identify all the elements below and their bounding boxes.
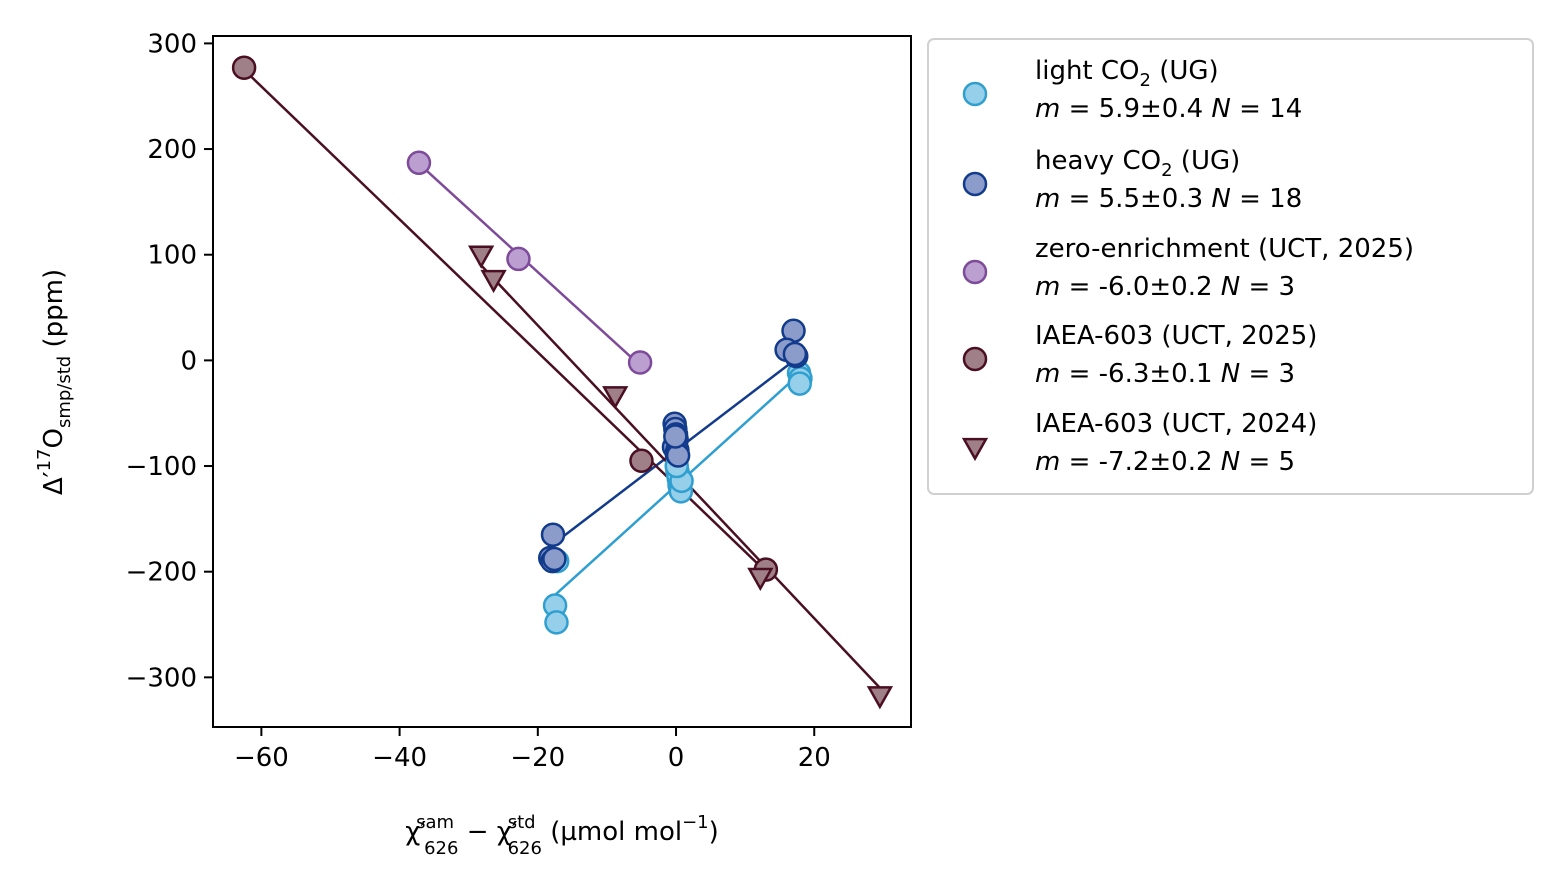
iaea2025-point bbox=[231, 55, 257, 80]
legend-entry-zero: zero-enrichment (UCT, 2025) m = -6.0±0.2 … bbox=[962, 234, 1414, 302]
legend-entry-iaea2024: IAEA-603 (UCT, 2024) m = -7.2±0.2 N = 5 bbox=[961, 409, 1317, 477]
legend-marker-iaea2025 bbox=[962, 346, 988, 372]
heavy-point bbox=[782, 341, 808, 367]
legend-marker-zero bbox=[962, 259, 988, 285]
x-tick-label: −40 bbox=[372, 743, 427, 773]
x-tick-label: 0 bbox=[668, 743, 685, 773]
zero-point bbox=[406, 150, 432, 176]
iaea2025-point bbox=[629, 448, 654, 473]
y-tick-label: −100 bbox=[126, 452, 197, 482]
legend-label-light: light CO2 (UG) bbox=[1035, 56, 1219, 91]
heavy-point bbox=[663, 424, 688, 449]
x-tick-label: −60 bbox=[234, 743, 289, 773]
legend-marker-light bbox=[962, 81, 988, 107]
legend-entry-heavy: heavy CO2 (UG)m = 5.5±0.3 N = 18 bbox=[962, 146, 1302, 214]
y-tick-label: 100 bbox=[147, 241, 197, 271]
y-tick-label: −200 bbox=[126, 558, 197, 588]
legend-entry-iaea2025: IAEA-603 (UCT, 2025) m = -6.3±0.1 N = 3 bbox=[962, 321, 1317, 389]
iaea2024-point bbox=[747, 567, 774, 592]
light-point bbox=[787, 371, 812, 396]
y-tick-label: −300 bbox=[126, 663, 197, 693]
legend-box bbox=[927, 38, 1534, 495]
iaea2024-point bbox=[480, 269, 507, 294]
y-tick-label: 200 bbox=[147, 135, 197, 165]
light-point bbox=[544, 610, 569, 635]
iaea2024-point bbox=[866, 686, 894, 710]
zero-point bbox=[506, 246, 531, 272]
legend-label-iaea2025: IAEA-603 (UCT, 2025) bbox=[1035, 321, 1317, 351]
y-axis-label: Δ′17Osmp/std (ppm) bbox=[34, 269, 75, 495]
y-axis-ticks: 300 200 100 0 −100 −200 −300 bbox=[126, 29, 213, 693]
data-points bbox=[231, 55, 894, 710]
y-tick-label: 300 bbox=[147, 29, 197, 59]
iaea2024-point bbox=[602, 386, 629, 410]
plot-frame bbox=[212, 35, 912, 728]
legend-marker-heavy bbox=[962, 171, 988, 197]
x-axis-label: χ′sam 626 − χ′std 626 (µmol mol−1) bbox=[405, 812, 719, 859]
legend-stats-iaea2024: m = -7.2±0.2 N = 5 bbox=[1035, 447, 1295, 477]
legend-stats-heavy: m = 5.5±0.3 N = 18 bbox=[1035, 184, 1302, 214]
heavy-point bbox=[540, 522, 566, 547]
x-tick-label: −20 bbox=[510, 743, 565, 773]
legend-label-iaea2024: IAEA-603 (UCT, 2024) bbox=[1035, 409, 1317, 439]
legend-entry-light: light CO2 (UG)m = 5.9±0.4 N = 14 bbox=[962, 56, 1302, 124]
legend-label-zero: zero-enrichment (UCT, 2025) bbox=[1035, 234, 1414, 264]
iaea2024-point bbox=[468, 245, 495, 269]
y-tick-label: 0 bbox=[180, 346, 197, 376]
legend-label-heavy: heavy CO2 (UG) bbox=[1035, 146, 1240, 181]
x-tick-label: 20 bbox=[798, 743, 831, 773]
legend-stats-zero: m = -6.0±0.2 N = 3 bbox=[1035, 272, 1295, 302]
legend: light CO2 (UG)m = 5.9±0.4 N = 14 heavy CO… bbox=[927, 38, 1534, 495]
x-axis-ticks: −60 −40 −20 0 20 bbox=[234, 727, 831, 773]
legend-stats-iaea2025: m = -6.3±0.1 N = 3 bbox=[1035, 359, 1295, 389]
zero-point bbox=[627, 350, 653, 375]
heavy-point bbox=[542, 546, 567, 572]
legend-marker-iaea2024 bbox=[961, 437, 989, 462]
legend-stats-light: m = 5.9±0.4 N = 14 bbox=[1035, 94, 1302, 124]
